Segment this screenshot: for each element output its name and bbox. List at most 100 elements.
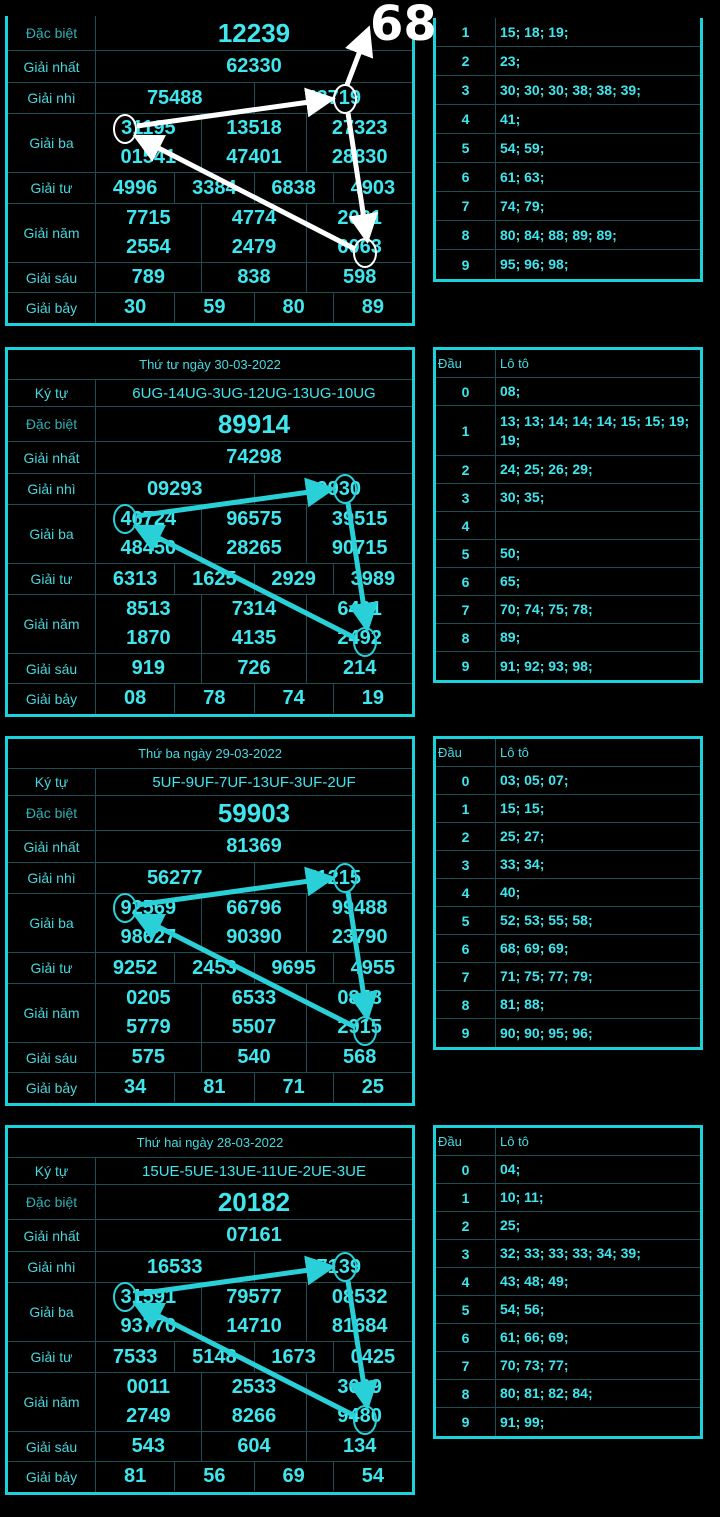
prize-number: 59903 <box>217 797 291 828</box>
loto-values: 15; 15; <box>500 800 545 816</box>
label-ky-tu: Ký tự <box>8 769 96 795</box>
prize-number: 78 <box>175 684 255 713</box>
loto-row: 3 32; 33; 33; 33; 34; 39; <box>436 1240 700 1268</box>
prize-number: 5148 <box>175 1342 255 1372</box>
values-sau: 575 540 568 <box>96 1043 412 1072</box>
value-line: 575 540 568 <box>96 1043 412 1072</box>
prize-number: 31195 <box>96 114 202 143</box>
prize-number: 5779 <box>96 1013 202 1042</box>
value-line: 6UG-14UG-3UG-12UG-13UG-10UG <box>96 380 412 406</box>
value-line: 34 81 71 25 <box>96 1073 412 1102</box>
prize-number: 66796 <box>202 894 308 923</box>
prize-number: 7533 <box>96 1342 176 1372</box>
loto-head-digit: 3 <box>436 1240 496 1267</box>
row-tu: Giải tư 4996 3384 6838 4903 <box>8 173 412 204</box>
prize-number: 39515 <box>331 508 388 530</box>
prize-number: 74298 <box>226 446 282 468</box>
row-nhat: Giải nhất 74298 <box>8 442 412 474</box>
prize-number: 5507 <box>202 1013 308 1042</box>
loto-head-digit: 1 <box>436 1184 496 1211</box>
values-ba: 31195 13518 27323 01541 47401 28830 <box>96 114 412 172</box>
prize-number: 74 <box>255 684 334 713</box>
values-dac-biet: 59903 <box>96 796 412 830</box>
values-ky-tu: 15UE-5UE-13UE-11UE-2UE-3UE <box>96 1158 412 1184</box>
loto-row: 5 52; 53; 55; 58; <box>436 907 700 935</box>
prize-number: 20182 <box>217 1186 291 1217</box>
loto-values: 61; 66; 69; <box>500 1329 569 1345</box>
loto-row: 3 30; 30; 30; 38; 38; 39; <box>436 76 700 105</box>
loto-values: 41; <box>500 110 521 127</box>
label-nam: Giải năm <box>8 595 96 653</box>
prize-number: 34 <box>96 1073 176 1102</box>
loto-head-digit: 9 <box>436 1019 496 1047</box>
prize-number: 9480 <box>337 1405 382 1427</box>
loto-row: 6 61; 66; 69; <box>436 1324 700 1352</box>
prize-number: 14710 <box>202 1312 308 1341</box>
label-tu: Giải tư <box>8 173 96 203</box>
row-bay: Giải bảy 34 81 71 25 <box>8 1073 412 1103</box>
prize-number: 09930 <box>305 477 362 500</box>
values-dac-biet: 20182 <box>96 1185 412 1219</box>
loto-row: 1 15; 18; 19; <box>436 18 700 47</box>
value-line: 01541 47401 28830 <box>96 143 412 172</box>
prize-number: 69 <box>255 1462 334 1491</box>
values-bay: 30 59 80 89 <box>96 293 412 323</box>
values-nhi: 56277 71215 <box>96 863 412 893</box>
loto-header: Đầu Lô tô <box>436 739 700 767</box>
row-ky-tu: Ký tự 6UG-14UG-3UG-12UG-13UG-10UG <box>8 380 412 407</box>
loto-row: 6 68; 69; 69; <box>436 935 700 963</box>
values-tu: 6313 1625 2929 3989 <box>96 564 412 594</box>
prize-number: 80 <box>255 293 334 322</box>
label-ba: Giải ba <box>8 894 96 952</box>
prize-number: 4996 <box>96 173 176 203</box>
loto-head-digit: 4 <box>436 512 496 539</box>
prize-number: 2061 <box>337 207 382 229</box>
loto-values: 90; 90; 95; 96; <box>500 1024 593 1041</box>
header-loto: Lô tô <box>500 356 529 371</box>
row-bay: Giải bảy 81 56 69 54 <box>8 1462 412 1492</box>
value-line: 7715 4774 2061 <box>96 204 412 233</box>
prize-number: 56277 <box>96 863 255 893</box>
row-nam: Giải năm 7715 4774 2061 2554 2479 6063 <box>8 204 412 263</box>
header-dau: Đầu <box>436 350 496 377</box>
loto-row: 4 41; <box>436 105 700 134</box>
value-line: 46724 96575 39515 <box>96 505 412 534</box>
prize-number: 726 <box>202 654 308 683</box>
prize-number: 01541 <box>96 143 202 172</box>
label-nhi: Giải nhì <box>8 474 96 504</box>
values-ky-tu: 6UG-14UG-3UG-12UG-13UG-10UG <box>96 380 412 406</box>
prize-number: 6533 <box>202 984 308 1013</box>
results-table: Thứ ba ngày 29-03-2022 Ký tự 5UF-9UF-7UF-1… <box>5 736 415 1106</box>
value-line: 1870 4135 2492 <box>96 624 412 653</box>
loto-table: 1 15; 18; 19; 2 23; 3 30; 30; 30; 38; 38; 39;… <box>433 18 703 282</box>
prize-number: 59 <box>175 293 255 322</box>
prize-number: 9252 <box>96 953 176 983</box>
label-nhi: Giải nhì <box>8 863 96 893</box>
loto-head-digit: 6 <box>436 568 496 595</box>
prize-number: 96575 <box>202 505 308 534</box>
prize-number: 4903 <box>350 176 396 199</box>
loto-values: 30; 30; 30; 38; 38; 39; <box>500 81 641 98</box>
label-bay: Giải bảy <box>8 1462 96 1492</box>
row-tu: Giải tư 6313 1625 2929 3989 <box>8 564 412 595</box>
value-line: 5779 5507 2915 <box>96 1013 412 1042</box>
results-table: Đặc biệt 12239 Giải nhất 62330 Giải nhì 75488… <box>5 16 415 326</box>
loto-head-digit: 1 <box>436 795 496 822</box>
label-tu: Giải tư <box>8 1342 96 1372</box>
prize-number: 214 <box>342 657 377 679</box>
prize-number: 2929 <box>255 564 334 594</box>
row-nhat: Giải nhất 07161 <box>8 1220 412 1252</box>
label-dac-biet: Đặc biệt <box>8 407 96 441</box>
loto-head-digit: 2 <box>436 47 496 75</box>
draw-date: Thứ ba ngày 29-03-2022 <box>8 739 412 769</box>
prize-number: 93770 <box>96 1312 202 1341</box>
prize-number: 6313 <box>96 564 176 594</box>
loto-values: 03; 05; 07; <box>500 772 569 788</box>
prize-number: 30 <box>96 293 176 322</box>
loto-values: 32; 33; 33; 33; 34; 39; <box>500 1245 641 1261</box>
prize-number: 09293 <box>96 474 255 504</box>
loto-head-digit: 2 <box>436 1212 496 1239</box>
loto-row: 5 54; 59; <box>436 134 700 163</box>
loto-table: Đầu Lô tô 0 08; 1 13; 13; 14; 14; 14; 15; 15;… <box>433 347 703 683</box>
value-line: 75488 43719 <box>96 83 412 113</box>
